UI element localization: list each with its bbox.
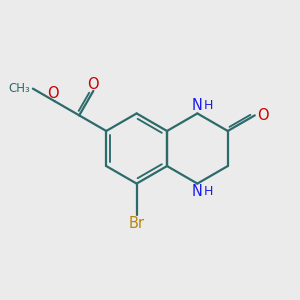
Text: O: O [257,108,269,123]
Text: N: N [192,98,203,113]
Text: H: H [204,99,213,112]
Text: CH₃: CH₃ [8,82,30,95]
Text: H: H [204,185,213,198]
Text: O: O [47,86,59,101]
Text: O: O [88,77,99,92]
Text: Br: Br [129,216,145,231]
Text: N: N [192,184,203,199]
